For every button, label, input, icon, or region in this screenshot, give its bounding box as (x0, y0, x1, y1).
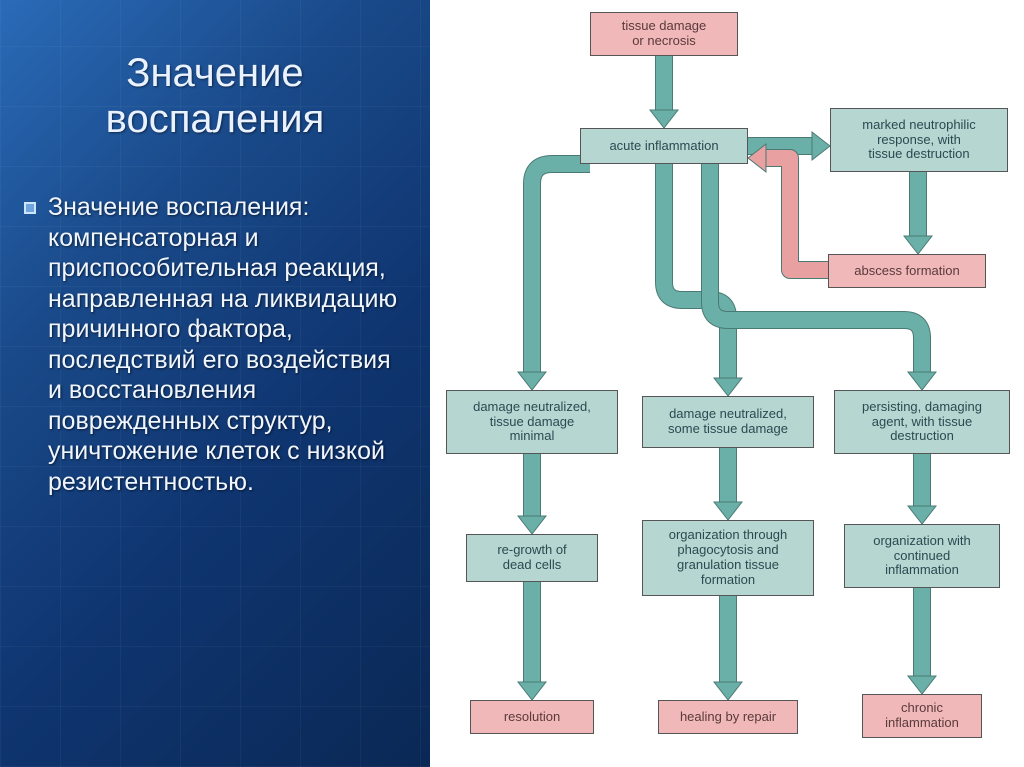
flow-node-n13: chronicinflammation (862, 694, 982, 738)
flow-node-n7: persisting, damagingagent, with tissuede… (834, 390, 1010, 454)
flow-node-n8: re-growth ofdead cells (466, 534, 598, 582)
flow-node-n11: resolution (470, 700, 594, 734)
flow-arrow (908, 454, 936, 524)
flow-node-n12: healing by repair (658, 700, 798, 734)
flow-arrow (714, 448, 742, 520)
flow-node-n10: organization withcontinuedinflammation (844, 524, 1000, 588)
bullet-item: Значение воспаления: компенсаторная и пр… (24, 192, 406, 497)
flow-node-n3: marked neutrophilicresponse, withtissue … (830, 108, 1008, 172)
flow-arrow (714, 596, 742, 700)
flow-arrow (518, 164, 590, 390)
flow-arrow (908, 588, 936, 694)
flow-node-n2: acute inflammation (580, 128, 748, 164)
flow-arrow (904, 172, 932, 254)
flow-arrow (748, 144, 828, 270)
flow-arrow (518, 582, 546, 700)
bullet-icon (24, 202, 36, 214)
slide-title: Значение воспаления (24, 50, 406, 142)
flow-node-n1: tissue damageor necrosis (590, 12, 738, 56)
slide-body: Значение воспаления: компенсаторная и пр… (48, 192, 406, 497)
slide-text-panel: Значение воспаления Значение воспаления:… (0, 0, 430, 767)
flow-node-n9: organization throughphagocytosis andgran… (642, 520, 814, 596)
flow-node-n5: damage neutralized,tissue damageminimal (446, 390, 618, 454)
flow-node-n4: abscess formation (828, 254, 986, 288)
flow-node-n6: damage neutralized,some tissue damage (642, 396, 814, 448)
flow-arrow (650, 56, 678, 128)
flow-arrow (518, 454, 546, 534)
flowchart-panel: tissue damageor necrosis acute inflammati… (430, 0, 1024, 767)
